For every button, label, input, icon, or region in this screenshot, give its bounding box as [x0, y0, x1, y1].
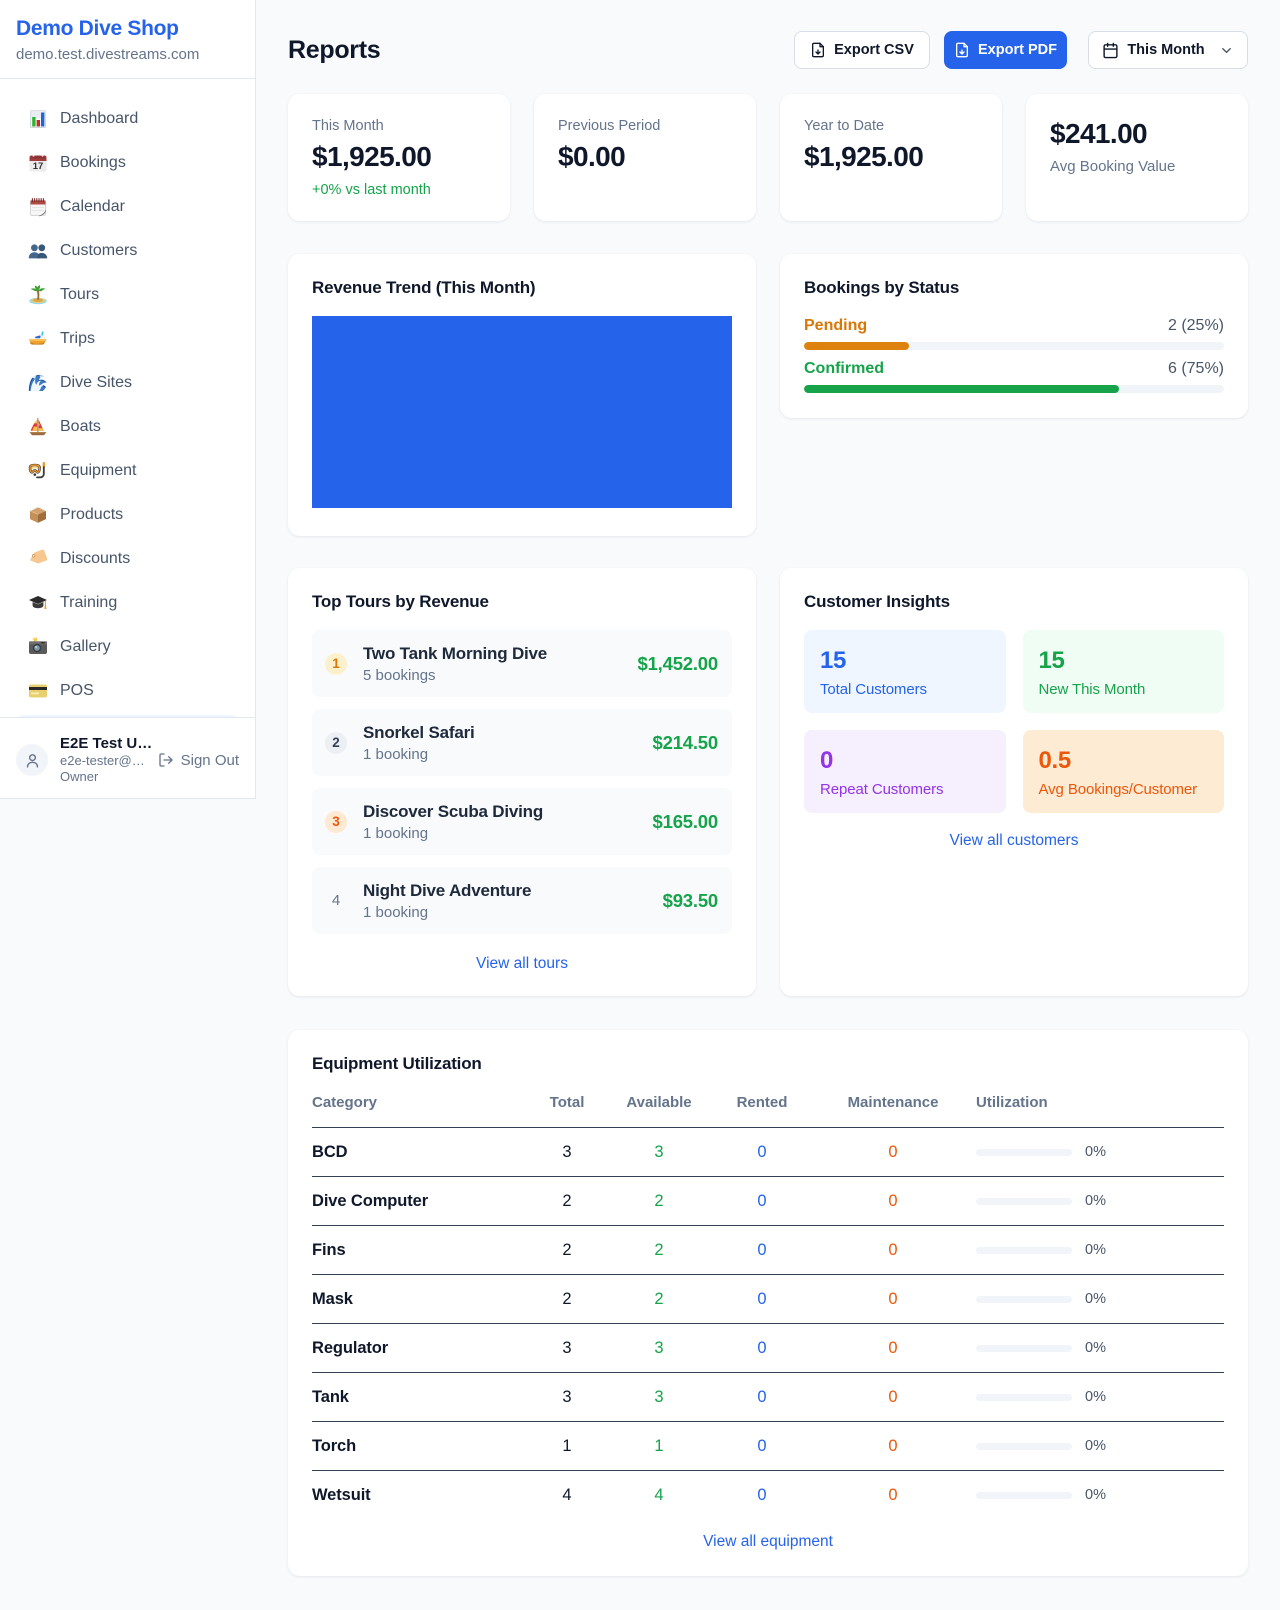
svg-text:17: 17	[33, 161, 44, 172]
